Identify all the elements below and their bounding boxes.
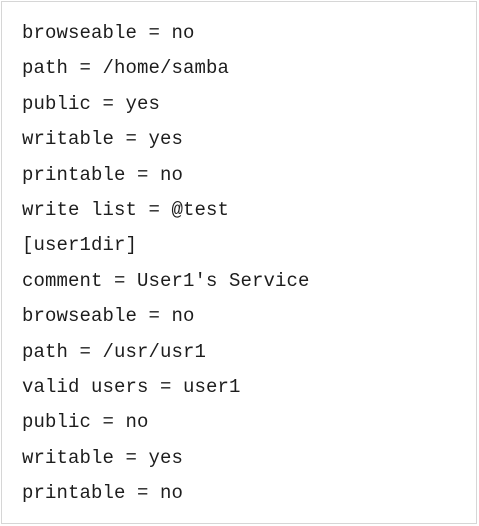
- config-line: path = /home/samba: [22, 57, 230, 80]
- config-line: path = /usr/usr1: [22, 340, 207, 363]
- config-line: printable = no: [22, 163, 184, 186]
- config-line: public = yes: [22, 92, 161, 115]
- section-header: [user1dir]: [22, 234, 138, 257]
- config-line: printable = no: [22, 482, 184, 505]
- config-line: writable = yes: [22, 128, 184, 151]
- config-listing: browseable = no path = /home/samba publi…: [22, 16, 310, 511]
- config-line: write list = @test: [22, 198, 230, 221]
- config-line: writable = yes: [22, 446, 184, 469]
- config-line: comment = User1's Service: [22, 269, 310, 292]
- config-line: browseable = no: [22, 305, 195, 328]
- config-line: browseable = no: [22, 22, 195, 44]
- config-line: valid users = user1: [22, 375, 241, 398]
- config-line: public = no: [22, 411, 149, 434]
